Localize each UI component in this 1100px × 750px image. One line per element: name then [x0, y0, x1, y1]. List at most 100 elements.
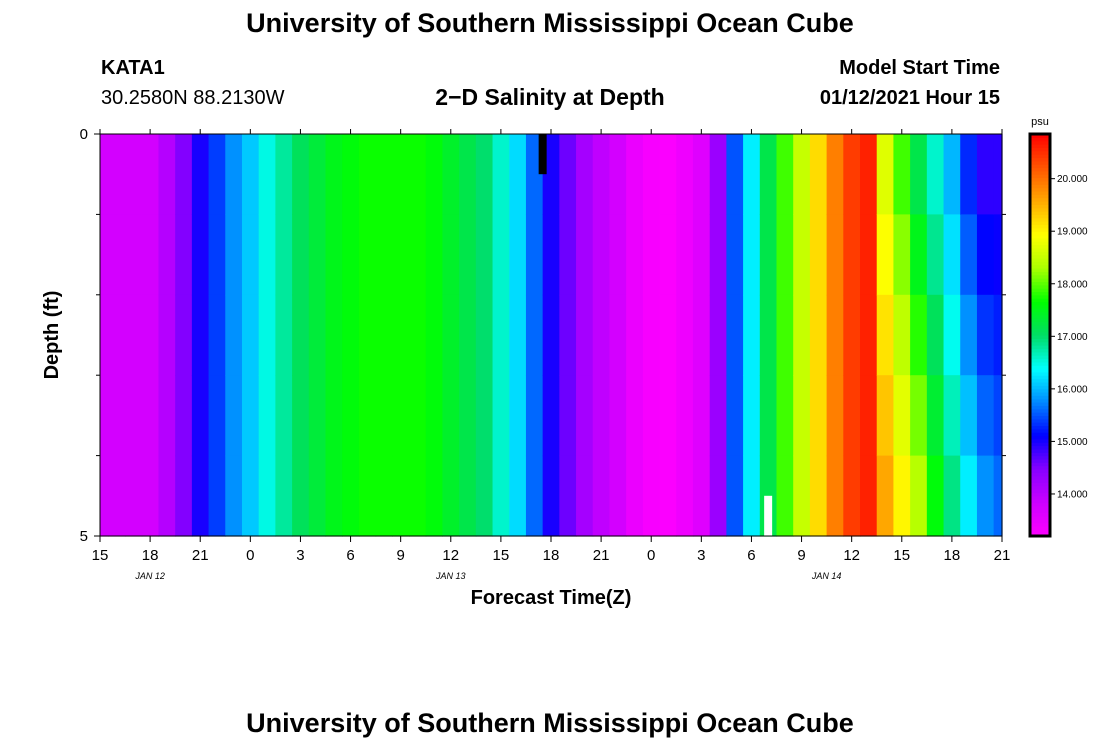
heat-cell	[459, 134, 477, 215]
heat-cell	[576, 294, 594, 376]
colorbar-band	[1030, 358, 1050, 363]
colorbar-band	[1030, 525, 1050, 530]
heat-cell	[592, 455, 611, 537]
colorbar-band	[1030, 244, 1050, 249]
y-axis: 05	[80, 126, 1006, 545]
heat-cell	[592, 375, 611, 457]
heat-cell	[392, 134, 410, 215]
heat-cell	[793, 294, 811, 376]
heat-cell	[893, 455, 911, 537]
heat-cell	[826, 375, 844, 457]
heat-cell	[475, 214, 494, 296]
heat-cell	[659, 134, 677, 215]
heat-cell	[960, 375, 978, 457]
colorbar-tick-label: 17.000	[1057, 332, 1088, 343]
heat-cell	[258, 455, 276, 537]
colorbar-band	[1030, 234, 1050, 239]
heat-cell	[225, 294, 243, 376]
colorbar-tick-label: 20.000	[1057, 174, 1088, 185]
heat-cell	[409, 134, 427, 215]
colorbar-band	[1030, 395, 1050, 400]
heat-cell	[776, 214, 794, 296]
heat-cell	[759, 294, 778, 376]
heat-cell	[100, 375, 109, 457]
heat-cell	[876, 294, 895, 376]
colorbar-band	[1030, 190, 1050, 195]
station-coordinates: 30.2580N 88.2130W	[101, 87, 285, 109]
heat-cell	[358, 214, 377, 296]
colorbar-band	[1030, 425, 1050, 430]
colorbar-band	[1030, 402, 1050, 406]
colorbar-band	[1030, 435, 1050, 440]
heat-cell	[960, 214, 978, 296]
heat-cell	[976, 214, 995, 296]
heat-cell	[642, 214, 661, 296]
heat-cell	[425, 134, 444, 215]
colorbar-band	[1030, 217, 1050, 222]
heat-cell	[559, 294, 577, 376]
colorbar-band	[1030, 157, 1050, 162]
heat-cell	[258, 375, 276, 457]
heat-cell	[626, 214, 644, 296]
heat-cell	[843, 455, 861, 537]
heat-cell	[342, 294, 360, 376]
heat-cell	[642, 134, 661, 215]
x-tick-label: 3	[697, 547, 705, 564]
heat-cell	[208, 375, 226, 457]
colorbar-band	[1030, 187, 1050, 192]
heat-cell	[776, 294, 794, 376]
heat-cell	[191, 134, 210, 215]
colorbar-band	[1030, 505, 1050, 510]
heat-cell	[125, 294, 143, 376]
heat-cell	[425, 455, 444, 537]
heat-cell	[759, 375, 778, 457]
heat-cell	[275, 134, 293, 215]
colorbar-band	[1030, 408, 1050, 413]
colorbar-band	[1030, 160, 1050, 165]
heat-cell	[492, 375, 510, 457]
heat-cell	[459, 294, 477, 376]
heat-cell	[175, 214, 193, 296]
colorbar-tick-label: 18.000	[1057, 279, 1088, 290]
heat-cell	[860, 375, 878, 457]
heat-cell	[576, 375, 594, 457]
colorbar: psu 14.000 15.000 16.000 17.000 18.000 19.000 2…	[1028, 116, 1088, 538]
heat-cell	[592, 294, 611, 376]
heat-cell	[258, 294, 276, 376]
heat-cell	[509, 294, 527, 376]
colorbar-band	[1030, 274, 1050, 279]
heat-cell	[125, 134, 143, 215]
heat-cell	[926, 134, 945, 215]
colorbar-band	[1030, 257, 1050, 262]
heat-cell	[442, 134, 460, 215]
white-marker	[764, 495, 773, 536]
heat-cell	[559, 214, 577, 296]
heat-cell	[425, 214, 444, 296]
x-tick-label: 21	[192, 547, 209, 564]
heat-cell	[525, 375, 544, 457]
heat-cell	[726, 375, 744, 457]
colorbar-band	[1030, 355, 1050, 360]
heat-cell	[542, 134, 560, 215]
heat-cell	[793, 134, 811, 215]
x-tick-label: 15	[493, 547, 510, 564]
heat-cell	[876, 134, 895, 215]
heat-cell	[375, 294, 393, 376]
heat-cell	[993, 375, 1003, 457]
heat-cell	[208, 455, 226, 537]
colorbar-band	[1030, 368, 1050, 373]
heat-cell	[108, 455, 126, 537]
heat-cell	[809, 134, 828, 215]
heat-cell	[659, 294, 677, 376]
colorbar-band	[1030, 278, 1050, 282]
colorbar-band	[1030, 140, 1050, 145]
heat-cell	[692, 455, 711, 537]
heat-cell	[976, 294, 995, 376]
heat-cell	[659, 214, 677, 296]
heat-cell	[459, 214, 477, 296]
colorbar-band	[1030, 348, 1050, 353]
x-axis: 15 18 21 0 3 6 9 12 15 18 21 0 3 6 9 12 15 18 21 JAN 12 JAN …	[92, 129, 1010, 581]
heat-cell	[826, 455, 844, 537]
heat-cell	[409, 375, 427, 457]
heat-cell	[509, 375, 527, 457]
